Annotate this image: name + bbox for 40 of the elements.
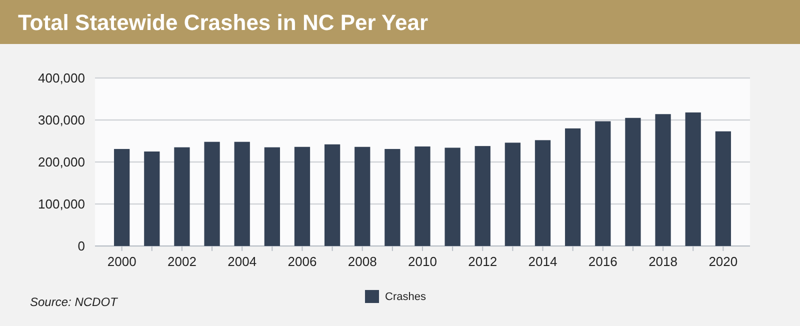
x-tick-label: 2006 (288, 254, 317, 269)
bar (655, 114, 671, 246)
x-tick-label: 2010 (408, 254, 437, 269)
x-tick-label: 2016 (588, 254, 618, 269)
bar (444, 148, 460, 246)
y-tick-label: 0 (78, 238, 85, 254)
bar (595, 121, 611, 246)
bar (204, 142, 220, 246)
y-tick-label: 300,000 (38, 112, 85, 128)
y-tick-label: 400,000 (38, 70, 85, 86)
legend-label: Crashes (385, 290, 426, 303)
bar (264, 147, 280, 246)
bar (144, 152, 160, 246)
y-tick-label: 200,000 (38, 154, 85, 170)
bar (565, 128, 581, 246)
bar (324, 144, 340, 246)
bar (294, 146, 310, 246)
x-tick-label: 2008 (348, 254, 377, 269)
x-tick-label: 2000 (107, 254, 136, 269)
bar (534, 140, 551, 246)
bar (685, 112, 701, 246)
x-tick-label: 2012 (468, 254, 498, 269)
bar (174, 147, 190, 246)
x-tick-label: 2020 (708, 254, 738, 269)
bar (504, 142, 521, 246)
bar (384, 148, 400, 246)
x-tick-label: 2018 (648, 254, 678, 269)
bar (715, 131, 731, 246)
chart-title: Total Statewide Crashes in NC Per Year (18, 10, 428, 35)
x-tick-label: 2014 (528, 254, 558, 269)
bar (625, 118, 641, 246)
x-tick-label: 2004 (228, 254, 257, 269)
y-tick-label: 100,000 (38, 196, 85, 212)
source-note: Source: NCDOT (30, 295, 120, 310)
bar (474, 146, 490, 246)
bar (354, 146, 370, 246)
bar (234, 142, 250, 246)
bar (114, 148, 130, 246)
x-tick-label: 2002 (168, 254, 196, 269)
bar (414, 146, 430, 246)
